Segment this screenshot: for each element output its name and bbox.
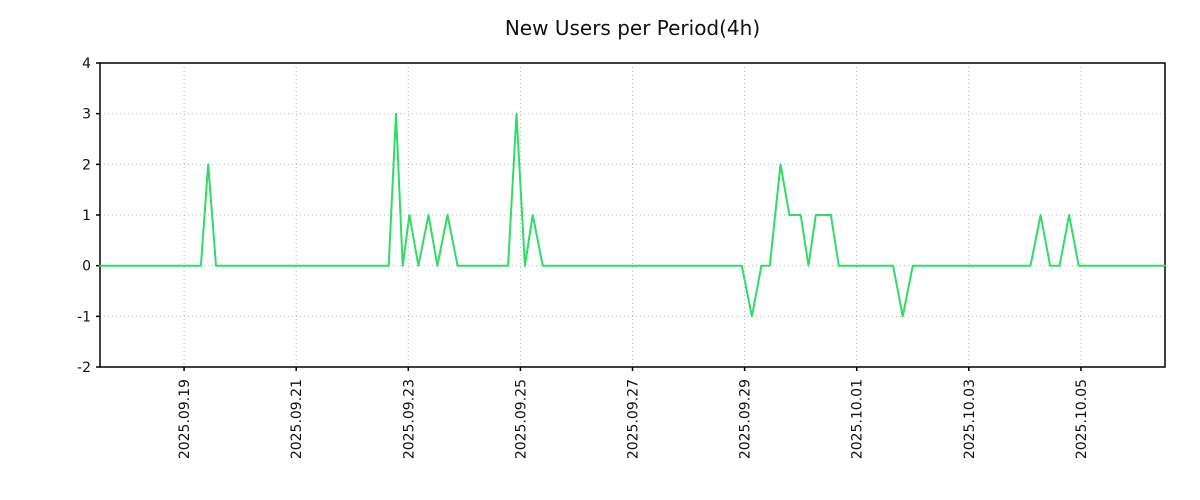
x-tick-label: 2025.09.21	[289, 379, 305, 459]
x-tick-label: 2025.09.29	[738, 379, 754, 459]
y-tick-label: -1	[77, 309, 91, 325]
x-tick-label: 2025.09.25	[513, 379, 529, 459]
chart-title: New Users per Period(4h)	[504, 16, 761, 40]
x-tick-label: 2025.10.05	[1074, 379, 1090, 459]
y-tick-label: -2	[77, 360, 91, 376]
y-tick-label: 2	[82, 157, 91, 173]
data-line-new-users	[99, 112, 1166, 318]
x-tick-label: 2025.09.23	[401, 379, 417, 459]
x-tick-label: 2025.10.01	[850, 379, 866, 459]
y-tick-label: 4	[82, 56, 91, 72]
x-tick-label: 2025.10.03	[962, 379, 978, 459]
y-tick-label: 3	[82, 107, 91, 123]
y-tick-label: 1	[82, 208, 91, 224]
y-tick-label: 0	[82, 259, 91, 275]
x-tick-label: 2025.09.19	[177, 379, 193, 459]
x-tick-label: 2025.09.27	[626, 379, 642, 459]
